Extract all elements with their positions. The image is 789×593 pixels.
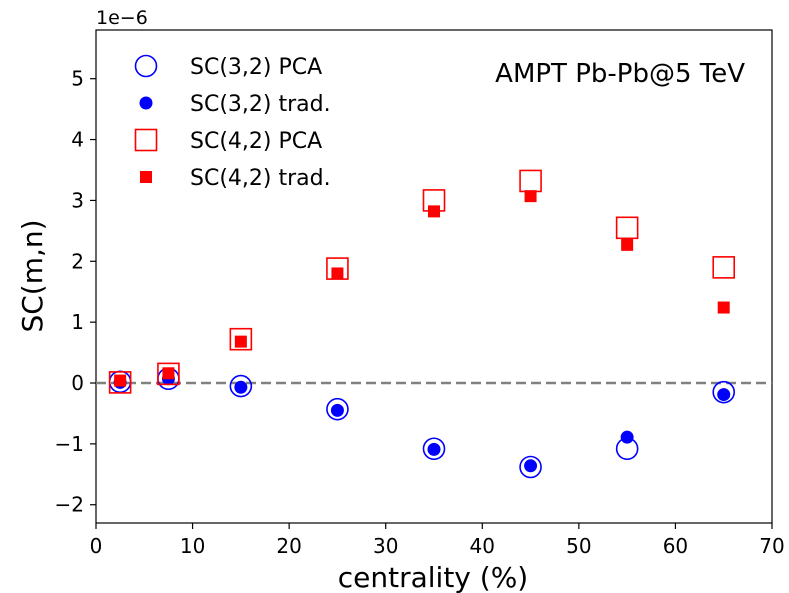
x-tick-label: 20 bbox=[276, 534, 301, 558]
data-point bbox=[326, 397, 349, 421]
series-1 bbox=[113, 372, 731, 473]
data-point bbox=[162, 367, 175, 380]
legend-label: SC(4,2) PCA bbox=[190, 129, 322, 154]
data-point bbox=[620, 430, 634, 444]
legend-label: SC(4,2) trad. bbox=[190, 166, 331, 191]
plot-area-border bbox=[95, 29, 773, 524]
x-tick-label: 60 bbox=[663, 534, 688, 558]
data-point bbox=[229, 327, 253, 351]
y-tick-label: 1 bbox=[71, 310, 84, 334]
x-tick-label: 70 bbox=[759, 534, 784, 558]
data-point bbox=[621, 238, 634, 251]
data-point bbox=[427, 442, 441, 456]
legend-marker bbox=[140, 171, 152, 183]
legend-marker bbox=[134, 128, 158, 152]
legend-label: SC(3,2) trad. bbox=[190, 92, 331, 117]
y-offset-label: 1e−6 bbox=[96, 7, 148, 29]
x-axis-label: centrality (%) bbox=[338, 561, 528, 593]
legend-item: SC(4,2) trad. bbox=[140, 166, 331, 191]
legend-item: SC(3,2) trad. bbox=[139, 92, 331, 117]
y-axis-ticks: −2 −1 0 1 2 3 4 5 bbox=[55, 67, 96, 517]
data-point bbox=[157, 362, 180, 386]
data-point bbox=[229, 374, 253, 398]
data-point bbox=[712, 256, 736, 279]
y-tick-label: 3 bbox=[71, 188, 84, 212]
data-point bbox=[108, 371, 132, 394]
y-tick-label: −2 bbox=[55, 493, 84, 517]
y-tick-label: 4 bbox=[71, 128, 84, 152]
y-tick-label: 0 bbox=[71, 371, 84, 395]
data-point bbox=[717, 301, 730, 314]
legend-item: SC(3,2) PCA bbox=[134, 54, 322, 80]
legend-item: SC(4,2) PCA bbox=[134, 128, 322, 154]
x-tick-label: 50 bbox=[566, 534, 591, 558]
data-point bbox=[330, 403, 344, 417]
data-point bbox=[615, 216, 639, 240]
legend-marker bbox=[134, 54, 158, 78]
data-point bbox=[519, 169, 542, 193]
data-point bbox=[717, 388, 731, 402]
legend: SC(3,2) PCA SC(3,2) trad. SC(4,2) PCA SC(4,… bbox=[134, 54, 331, 191]
data-point bbox=[114, 374, 127, 387]
data-point bbox=[428, 205, 440, 218]
data-point bbox=[712, 380, 736, 404]
data-marks bbox=[108, 169, 736, 479]
legend-marker bbox=[139, 96, 153, 110]
x-axis-ticks: 0 10 20 30 40 50 60 70 bbox=[90, 523, 785, 558]
legend-label: SC(3,2) PCA bbox=[190, 55, 322, 80]
data-point bbox=[524, 190, 537, 203]
plot-annotation: AMPT Pb-Pb@5 TeV bbox=[495, 59, 745, 89]
data-point bbox=[524, 459, 538, 473]
x-tick-label: 0 bbox=[90, 534, 103, 558]
data-point bbox=[234, 380, 248, 394]
plot-frame bbox=[95, 29, 773, 524]
series-3 bbox=[114, 190, 730, 387]
y-axis-label: SC(m,n) bbox=[16, 219, 49, 332]
x-tick-label: 30 bbox=[373, 534, 398, 558]
data-point bbox=[519, 455, 542, 479]
x-tick-label: 40 bbox=[470, 534, 495, 558]
data-point bbox=[422, 437, 446, 461]
y-tick-label: 2 bbox=[71, 249, 84, 273]
x-tick-label: 10 bbox=[180, 534, 205, 558]
data-point bbox=[234, 335, 247, 348]
series-2 bbox=[108, 169, 736, 394]
y-tick-label: 5 bbox=[71, 67, 84, 91]
data-point bbox=[331, 267, 344, 280]
series-0 bbox=[108, 367, 736, 479]
y-tick-label: −1 bbox=[55, 432, 84, 456]
